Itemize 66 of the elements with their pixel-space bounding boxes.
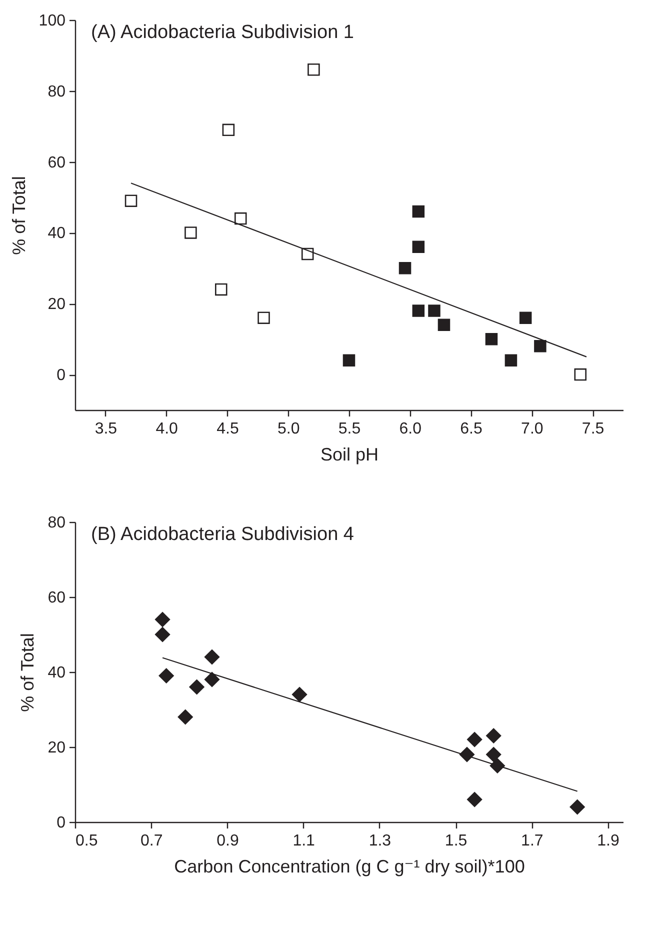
- x-tick-label: 4.5: [216, 420, 239, 438]
- point: [398, 262, 412, 274]
- x-tick-label: 3.5: [94, 420, 118, 438]
- y-axis-title: % of Total: [18, 633, 38, 712]
- x-tick-label: 1.3: [368, 832, 392, 850]
- point: [570, 799, 585, 815]
- y-tick-label: 20: [48, 296, 66, 314]
- y-tick-label: 0: [56, 814, 66, 832]
- point: [258, 312, 270, 324]
- point: [292, 686, 308, 702]
- point: [178, 709, 193, 725]
- x-tick-label: 0.7: [140, 832, 163, 850]
- point: [184, 226, 197, 239]
- point: [519, 312, 532, 324]
- x-tick-label: 7.0: [521, 420, 544, 438]
- x-tick-label: 5.0: [277, 420, 300, 438]
- y-tick-label: 80: [48, 83, 66, 100]
- point: [342, 354, 356, 366]
- x-tick-label: 1.1: [292, 832, 316, 850]
- point: [412, 205, 425, 218]
- point: [158, 668, 174, 684]
- point: [438, 318, 450, 332]
- x-tick-label: 1.7: [521, 832, 544, 850]
- y-tick-label: 0: [56, 367, 66, 384]
- point: [412, 304, 425, 317]
- point: [486, 746, 502, 762]
- x-tick-label: 1.5: [444, 832, 468, 850]
- point: [204, 672, 220, 688]
- point: [204, 649, 220, 665]
- x-tick-label: 6.0: [399, 420, 422, 438]
- y-tick-label: 40: [48, 664, 66, 682]
- x-tick-label: 1.9: [597, 832, 620, 850]
- y-tick-label: 40: [48, 225, 66, 242]
- y-tick-label: 60: [48, 154, 66, 172]
- y-axis-title: % of Total: [8, 176, 29, 255]
- point: [534, 340, 546, 352]
- y-tick-label: 100: [38, 12, 66, 30]
- point: [124, 194, 138, 207]
- chart-title: (B) Acidobacteria Subdivision 4: [91, 524, 354, 545]
- point: [234, 212, 247, 225]
- point: [154, 612, 170, 628]
- point: [485, 332, 498, 346]
- point: [308, 64, 320, 76]
- point: [467, 792, 482, 808]
- x-axis-title: Soil pH: [320, 444, 379, 464]
- point: [574, 368, 587, 381]
- point: [486, 728, 502, 744]
- x-axis-title: Carbon Concentration (g C g⁻¹ dry soil)*100: [174, 856, 525, 876]
- x-tick-label: 6.5: [460, 420, 482, 438]
- y-tick-label: 20: [48, 740, 66, 756]
- point: [504, 354, 518, 366]
- point: [412, 240, 425, 254]
- x-tick-label: 4.0: [156, 420, 178, 438]
- point: [428, 304, 440, 317]
- point: [154, 626, 170, 642]
- point: [215, 283, 228, 296]
- x-tick-label: 0.9: [216, 832, 239, 850]
- chart-title: (A) Acidobacteria Subdivision 1: [91, 22, 354, 43]
- point: [467, 732, 482, 748]
- y-tick-label: 80: [48, 514, 66, 532]
- y-tick-label: 60: [48, 590, 66, 606]
- x-tick-label: 7.5: [582, 420, 604, 438]
- x-tick-label: 0.5: [76, 832, 98, 850]
- x-tick-label: 5.5: [338, 420, 361, 438]
- point: [222, 124, 235, 136]
- point: [189, 679, 204, 695]
